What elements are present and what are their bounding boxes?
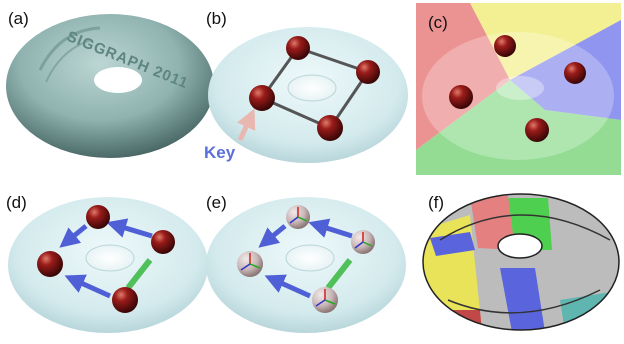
frame-sphere	[312, 287, 338, 313]
torus-hole	[285, 244, 335, 272]
region-green	[416, 80, 621, 175]
panel-a: SIGGRAPH 2011 (a)	[6, 9, 214, 158]
green-link	[125, 258, 153, 290]
blue-arrow	[59, 224, 88, 248]
segment-blue	[500, 268, 545, 330]
panel-d: (d)	[6, 193, 208, 333]
sphere	[317, 115, 343, 141]
sphere	[356, 60, 380, 84]
panel-c: (c)	[416, 3, 621, 175]
sphere	[525, 118, 549, 142]
sphere	[494, 35, 516, 57]
frame-sphere	[286, 205, 310, 229]
panel-label-b: (b)	[206, 9, 227, 28]
panel-e: (e)	[206, 193, 406, 333]
sphere	[37, 251, 63, 277]
torus-hole	[85, 244, 135, 272]
torus-hole	[497, 233, 543, 259]
region-red	[416, 3, 510, 150]
panel-label-a: (a)	[8, 9, 29, 28]
segment-dark-red	[440, 310, 482, 330]
panel-label-e: (e)	[206, 193, 227, 212]
segment-blue-left	[430, 232, 475, 256]
key-sphere	[249, 85, 275, 111]
sphere	[151, 230, 175, 254]
torus-outline	[422, 193, 620, 331]
panel-f: (f)	[422, 193, 620, 331]
key-label: Key	[204, 143, 236, 162]
torus-hole	[94, 67, 142, 93]
key-arrow	[237, 108, 256, 142]
panel-label-f: (f)	[428, 193, 444, 212]
blue-arrow	[64, 274, 112, 299]
torus-hole	[287, 74, 337, 102]
frame-sphere	[237, 251, 263, 277]
green-link	[325, 258, 353, 290]
panel-b: Key (b)	[204, 9, 408, 163]
panel-label-d: (d)	[6, 193, 27, 212]
blue-arrow	[106, 218, 153, 239]
sphere	[112, 287, 138, 313]
sphere	[286, 36, 310, 60]
panel-label-c: (c)	[428, 13, 448, 32]
sphere	[86, 205, 110, 229]
frame-sphere	[351, 230, 375, 254]
sphere	[449, 85, 473, 109]
blue-arrow	[264, 274, 312, 299]
blue-arrow	[258, 224, 287, 248]
sphere	[564, 62, 586, 84]
region-yellow	[416, 3, 621, 80]
blue-arrow	[308, 218, 353, 239]
segment-red	[470, 196, 515, 250]
